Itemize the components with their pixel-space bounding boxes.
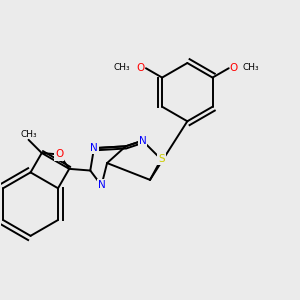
Text: N: N (98, 181, 105, 190)
Text: N: N (139, 136, 146, 146)
Text: CH₃: CH₃ (20, 130, 37, 139)
Text: O: O (230, 62, 238, 73)
Text: O: O (136, 62, 145, 73)
Text: CH₃: CH₃ (114, 63, 130, 72)
Text: O: O (55, 149, 63, 160)
Text: N: N (90, 143, 98, 153)
Text: CH₃: CH₃ (243, 63, 260, 72)
Text: S: S (158, 154, 164, 164)
